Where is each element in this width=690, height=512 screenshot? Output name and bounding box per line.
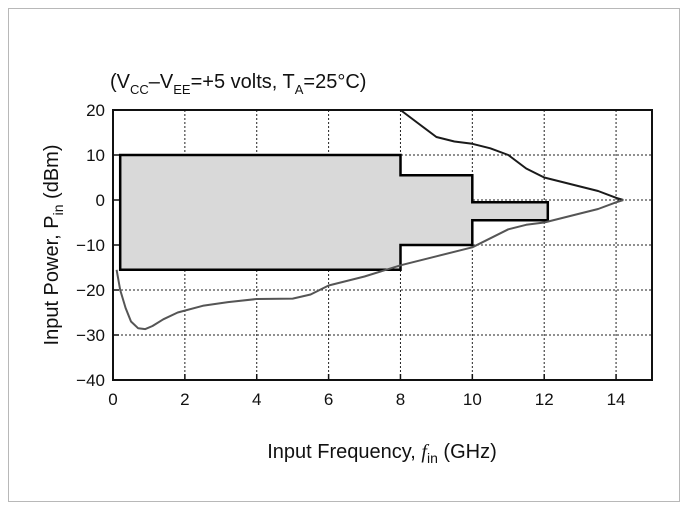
y-tick-label: −40 <box>76 371 105 390</box>
curves-group <box>115 109 624 331</box>
x-tick-label: 6 <box>324 390 333 409</box>
y-tick-label: −20 <box>76 281 105 300</box>
y-tick-label: 20 <box>86 101 105 120</box>
operating-region-group <box>118 153 550 272</box>
chart-subtitle: (VCC–VEE=+5 volts, TA=25°C) <box>110 71 366 97</box>
ticks-group: 0 2 4 6 8 10 12 14 20 10 0 −10 −20 −30 −40 <box>76 101 625 409</box>
y-tick-label: 10 <box>86 146 105 165</box>
x-axis-label: Input Frequency, fin (GHz) <box>267 441 497 466</box>
x-tick-label: 10 <box>463 390 482 409</box>
lower-sensitivity-curve <box>115 199 624 331</box>
y-axis-label: Input Power, Pin (dBm) <box>41 145 66 346</box>
x-tick-label: 12 <box>535 390 554 409</box>
x-tick-label: 2 <box>180 390 189 409</box>
upper-limit-curve <box>399 109 624 201</box>
x-tick-label: 8 <box>396 390 405 409</box>
operating-region <box>118 153 550 272</box>
y-tick-label: −30 <box>76 326 105 345</box>
y-tick-label: −10 <box>76 236 105 255</box>
x-tick-label: 14 <box>607 390 626 409</box>
figure-border <box>8 8 680 502</box>
x-tick-label: 4 <box>252 390 261 409</box>
x-tick-label: 0 <box>108 390 117 409</box>
y-tick-label: 0 <box>96 191 105 210</box>
